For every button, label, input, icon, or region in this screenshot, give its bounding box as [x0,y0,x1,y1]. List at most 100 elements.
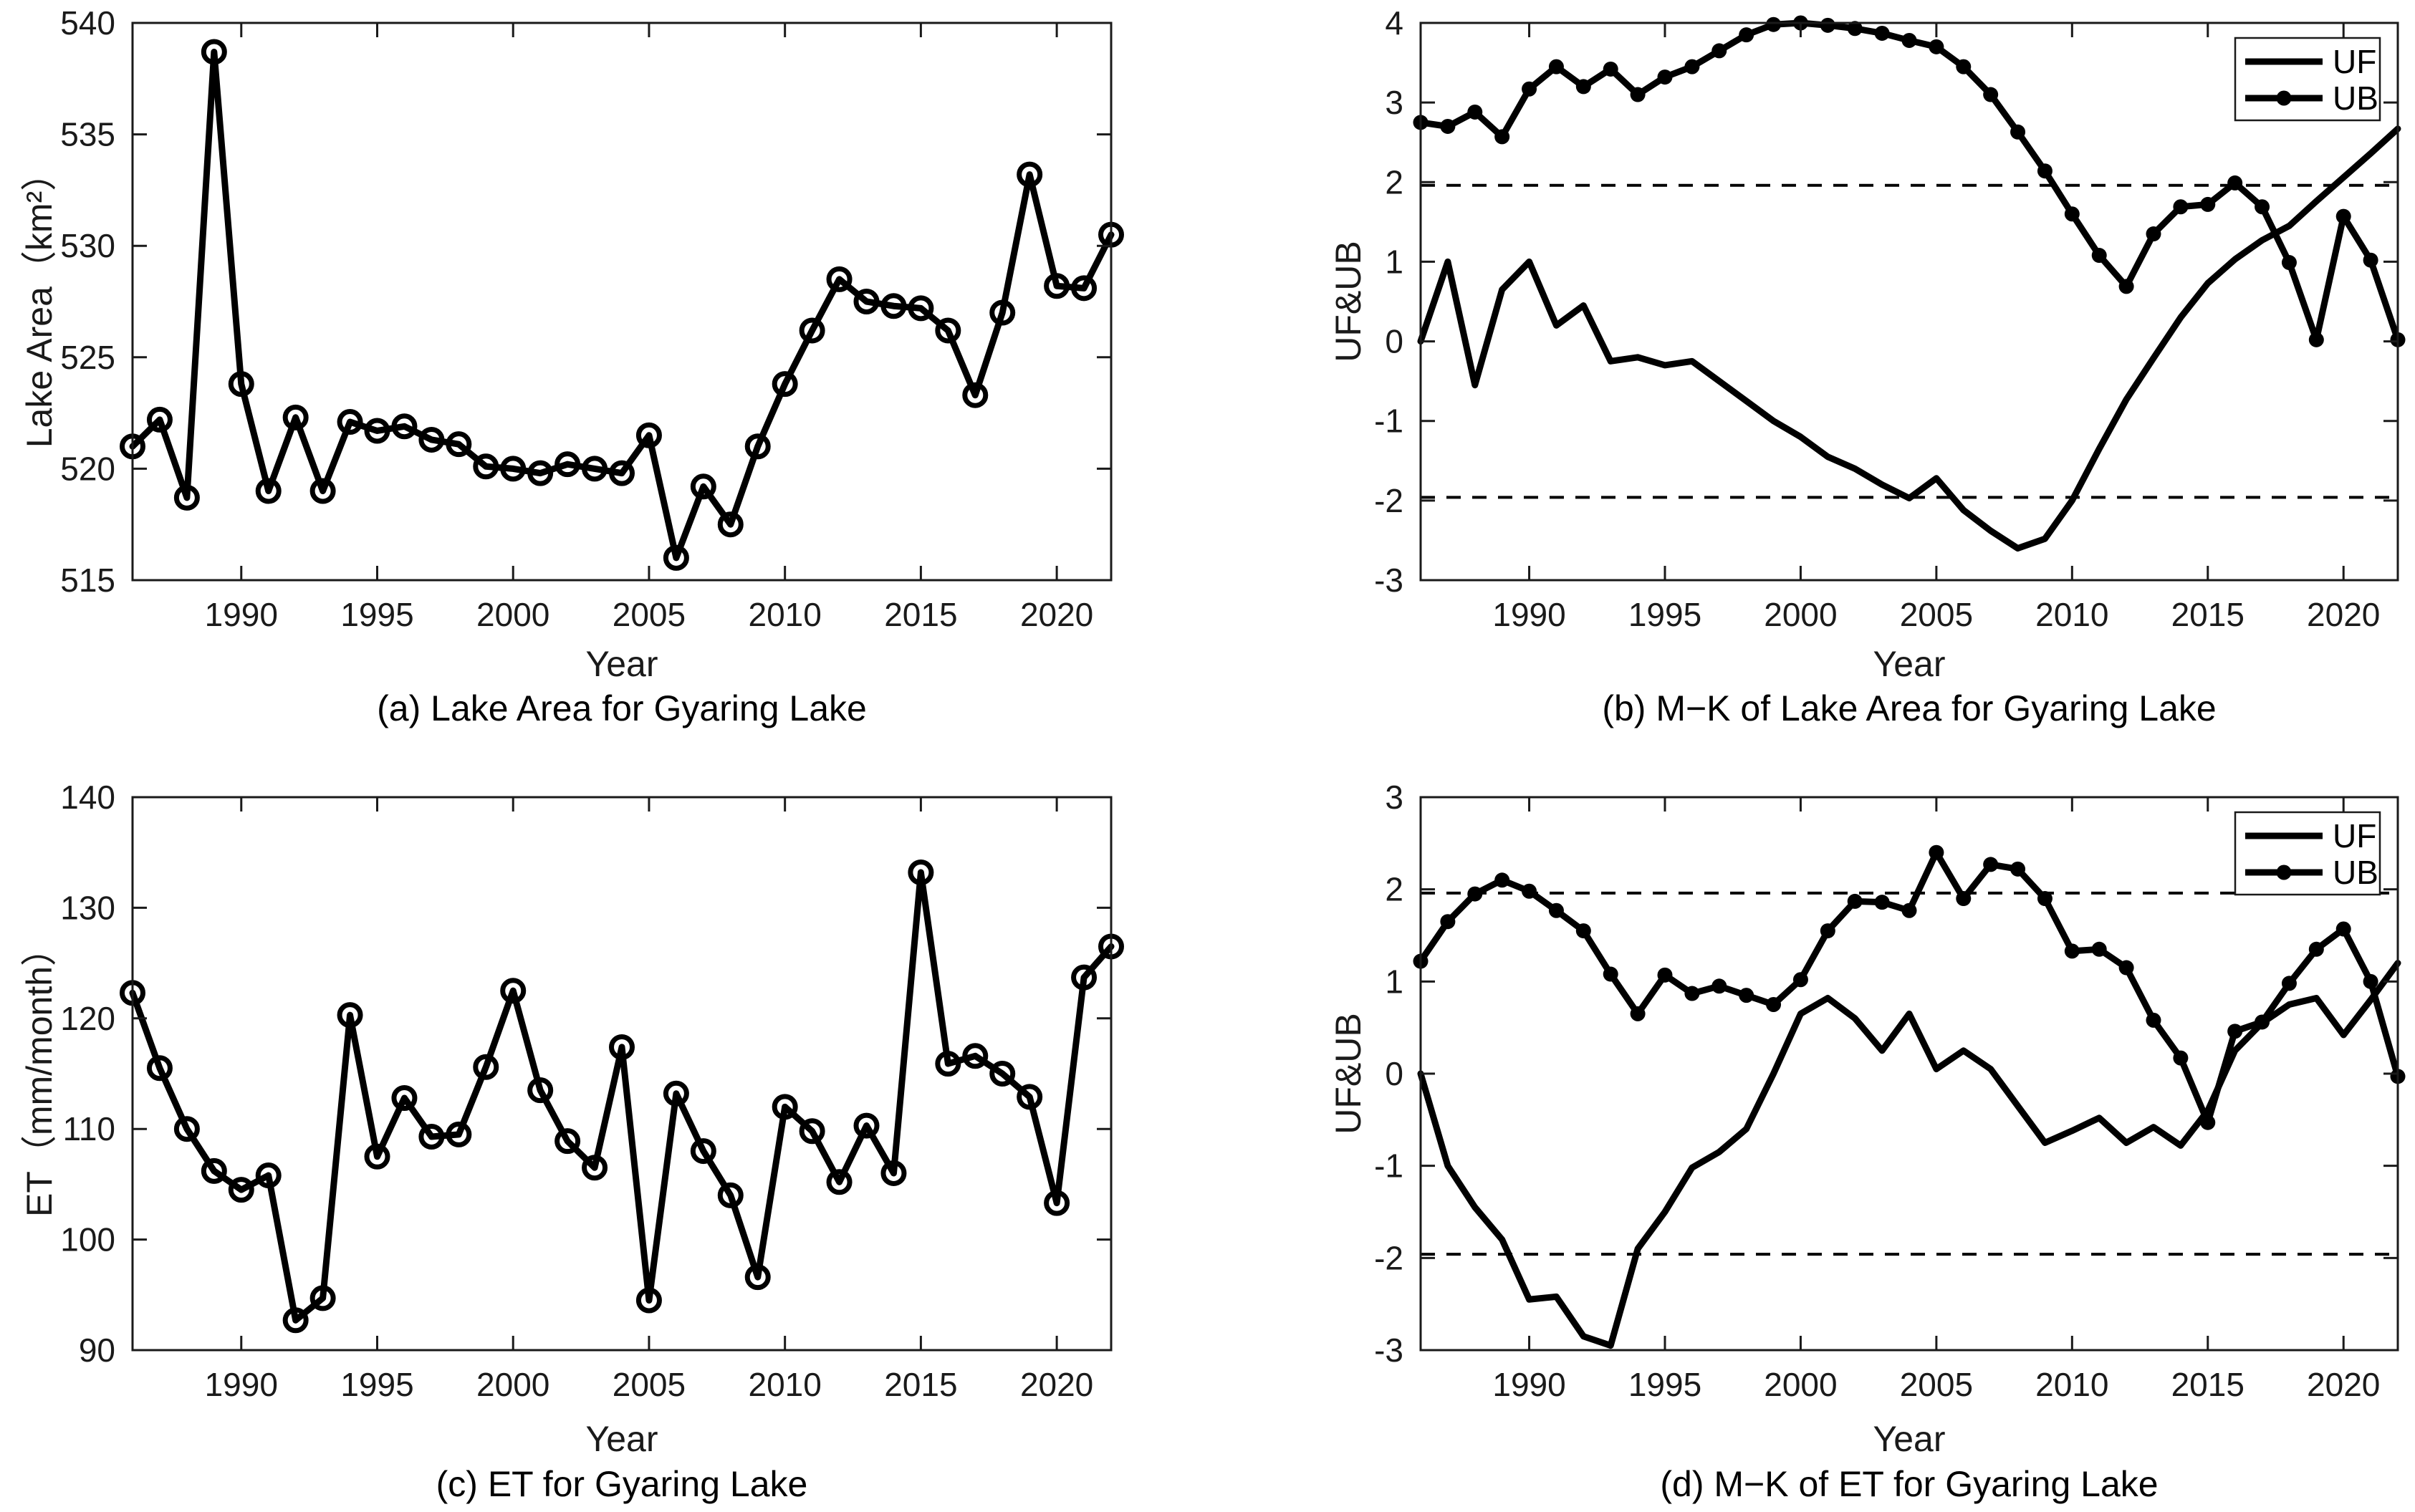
data-point-marker [309,478,336,504]
data-point-marker [1739,988,1754,1003]
data-point-marker [1847,893,1863,909]
panel-d-caption: (d) M−K of ET for Gyaring Lake [1660,1464,2159,1504]
panel-a-lake-area-markers [120,39,1124,571]
panel-c-plot: 1990 1995 2000 2005 2010 2015 2020 90 100 110 120 1… [60,779,1124,1403]
data-point-marker [1522,883,1537,899]
data-point-marker [908,295,934,322]
legend-ub-label: UB [2333,80,2378,117]
data-point-marker [772,1094,798,1120]
data-point-marker [1983,87,1999,102]
data-point-marker [2227,175,2243,191]
data-point-marker [2363,973,2378,989]
panel-c-x-axis-label: Year [585,1419,658,1459]
y-tick-label: 140 [60,779,115,816]
data-point-marker [2173,199,2189,215]
x-tick-label: 2005 [613,1366,686,1403]
panel-d-ticks [1421,796,2398,1352]
x-tick-label: 1995 [340,1366,413,1403]
data-point-marker [962,382,989,408]
panel-c-caption: (c) ET for Gyaring Lake [436,1464,808,1504]
data-point-marker [173,1116,200,1142]
panel-b-caption: (b) M−K of Lake Area for Gyaring Lake [1602,688,2217,728]
data-point-marker [2255,199,2270,215]
data-point-marker [1766,997,1782,1012]
data-point-marker [554,451,581,478]
data-point-marker [635,422,662,448]
data-point-marker [1711,978,1727,994]
data-point-marker [1901,32,1917,48]
data-point-marker [690,1138,716,1165]
data-point-marker [337,409,363,435]
data-point-marker [1956,891,1972,907]
data-point-marker [2308,332,2324,347]
data-point-marker [2091,941,2107,957]
data-point-marker [2281,255,2297,271]
data-point-marker [2363,252,2378,268]
data-point-marker [1440,914,1456,930]
data-point-marker [609,460,635,486]
data-point-marker [717,511,744,538]
data-point-marker [935,1051,961,1077]
data-point-marker [582,456,608,482]
x-tick-label: 1995 [1628,596,1701,633]
data-point-marker [799,1118,825,1145]
panel-d-uf-line [1417,960,2401,1349]
legend-ub-label: UB [2333,854,2378,891]
y-tick-label: -2 [1374,1239,1403,1276]
y-tick-label: 0 [1385,323,1403,360]
data-point-marker [1071,964,1098,991]
data-point-marker [255,478,282,504]
panel-a-lake-area-line [129,48,1115,562]
y-tick-label: -3 [1374,562,1403,599]
y-tick-label: -1 [1374,403,1403,440]
data-point-marker [527,1077,554,1104]
x-tick-label: 2020 [2307,1366,2380,1403]
data-point-marker [690,473,716,500]
data-point-marker [2010,124,2026,140]
y-tick-label: 1 [1385,243,1403,280]
data-point-marker [2037,163,2052,179]
data-point-marker [1575,923,1591,939]
data-point-marker [935,317,961,344]
x-tick-label: 2000 [476,1366,549,1403]
data-point-marker [282,404,309,430]
data-point-marker [1017,1084,1043,1110]
data-point-marker [1657,69,1673,85]
data-point-marker [1630,1006,1646,1021]
legend-ub-marker-sample [2276,865,2292,880]
y-tick-label: 535 [60,116,115,153]
y-tick-label: 1 [1385,963,1403,1000]
legend-box [2234,37,2381,122]
data-point-marker [173,484,200,511]
data-point-marker [473,453,499,480]
data-point-marker [2064,206,2080,222]
panel-a-caption: (a) Lake Area for Gyaring Lake [377,688,867,728]
y-tick-label: 3 [1385,779,1403,816]
data-point-marker [2255,1014,2270,1030]
panel-c-y-axis-label: ET（mm/month） [19,930,59,1218]
y-tick-label: 90 [79,1332,115,1369]
data-point-marker [2091,248,2107,264]
x-tick-label: 2005 [613,596,686,633]
data-point-marker [1820,923,1835,939]
data-point-marker [500,456,527,482]
data-point-marker [1575,79,1591,95]
data-point-marker [201,1157,227,1184]
panel-d-x-axis-label: Year [1873,1419,1946,1459]
data-point-marker [853,1112,880,1139]
y-tick-label: 130 [60,889,115,926]
x-tick-label: 2015 [2171,596,2244,633]
data-point-marker [1929,844,1944,860]
data-point-marker [1494,872,1510,888]
data-point-marker [2200,1114,2216,1130]
data-point-marker [2281,976,2297,991]
panel-d-plot: 1990 1995 2000 2005 2010 2015 2020 -3 -2 -1 0 1 2 3 UF… [1374,779,2406,1403]
data-point-marker [799,317,825,344]
x-tick-label: 2005 [1900,1366,1973,1403]
y-tick-label: -3 [1374,1332,1403,1369]
y-tick-label: 520 [60,450,115,487]
y-tick-label: 540 [60,4,115,42]
y-tick-label: 530 [60,227,115,264]
